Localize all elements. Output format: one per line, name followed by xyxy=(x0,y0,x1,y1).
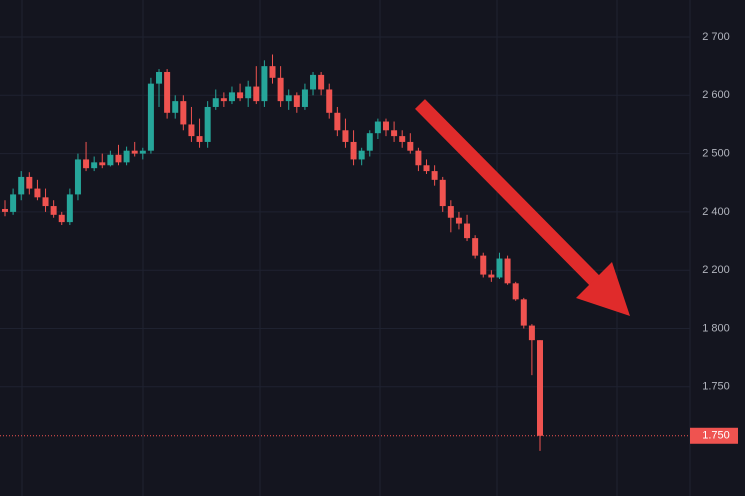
trend-arrow xyxy=(415,99,630,316)
candle-body xyxy=(131,150,138,154)
candle-body xyxy=(147,83,154,151)
candle-body xyxy=(26,176,33,189)
candle-body xyxy=(472,238,479,256)
grid xyxy=(0,0,690,496)
candle-body xyxy=(245,86,252,99)
candle-body xyxy=(504,258,511,284)
candle-body xyxy=(34,188,41,198)
candle-body xyxy=(318,74,325,90)
candle-body xyxy=(439,179,446,207)
candle-body xyxy=(196,136,203,142)
candle-body xyxy=(496,258,503,278)
candle-body xyxy=(423,165,430,172)
arrow-head xyxy=(576,262,630,316)
candle-body xyxy=(537,340,543,436)
candle-body xyxy=(261,66,268,102)
candle-body xyxy=(391,130,398,137)
candle-body xyxy=(50,206,57,215)
candle-body xyxy=(99,162,106,166)
candle-body xyxy=(512,283,519,300)
y-tick-label: 2 400 xyxy=(702,206,730,218)
candle-body xyxy=(83,159,90,169)
candle-body xyxy=(310,74,317,90)
candle-body xyxy=(334,112,341,131)
candle-body xyxy=(447,206,454,218)
candle-body xyxy=(366,133,373,151)
price-label: 1.750 xyxy=(702,430,730,442)
candle-body xyxy=(326,89,333,113)
candle-body xyxy=(528,325,535,341)
candle-body xyxy=(293,95,300,107)
candle-body xyxy=(204,106,211,142)
candle-body xyxy=(237,92,244,99)
y-tick-label: 1 800 xyxy=(702,322,730,334)
candle-body xyxy=(301,89,308,107)
candle-body xyxy=(172,101,179,113)
candle-body xyxy=(228,92,235,102)
candle-body xyxy=(66,194,73,223)
candle-body xyxy=(107,154,114,166)
candle-body xyxy=(358,150,365,160)
candle-body xyxy=(277,77,284,102)
candle-body xyxy=(374,121,381,134)
candle-body xyxy=(464,223,471,239)
candle-body xyxy=(350,141,357,160)
candle-body xyxy=(164,71,171,113)
candle-body xyxy=(180,101,187,125)
candle-body xyxy=(156,71,163,84)
candle-body xyxy=(488,274,495,278)
y-tick-label: 2 700 xyxy=(702,31,730,43)
candle-body xyxy=(115,154,122,163)
candle-body xyxy=(431,171,438,180)
candle-body xyxy=(520,299,527,326)
candle-body xyxy=(212,98,219,107)
candle-body xyxy=(18,176,25,195)
candles xyxy=(2,54,543,451)
candle-body xyxy=(188,124,195,137)
y-tick-label: 1.750 xyxy=(702,381,730,393)
arrow-shaft xyxy=(415,99,601,287)
candle-body xyxy=(399,136,406,142)
candle-body xyxy=(455,217,462,224)
candle-body xyxy=(2,208,8,212)
candle-body xyxy=(220,98,227,102)
y-tick-label: 2 200 xyxy=(702,264,730,276)
candle-body xyxy=(415,150,422,166)
candle-body xyxy=(42,197,49,207)
candle-body xyxy=(10,194,17,212)
candle-body xyxy=(253,86,260,102)
candle-body xyxy=(139,150,146,154)
candle-body xyxy=(407,141,414,151)
candle-body xyxy=(285,95,292,102)
candle-body xyxy=(342,130,349,142)
candle-body xyxy=(480,255,487,275)
candle-body xyxy=(74,159,81,195)
price-box xyxy=(690,427,738,444)
y-tick-label: 2 600 xyxy=(702,89,730,101)
candle-body xyxy=(58,214,65,223)
candle-body xyxy=(91,162,98,169)
candle-body xyxy=(382,121,389,131)
candle-body xyxy=(269,66,276,78)
candle-body xyxy=(123,150,130,163)
y-tick-label: 2 500 xyxy=(702,148,730,160)
